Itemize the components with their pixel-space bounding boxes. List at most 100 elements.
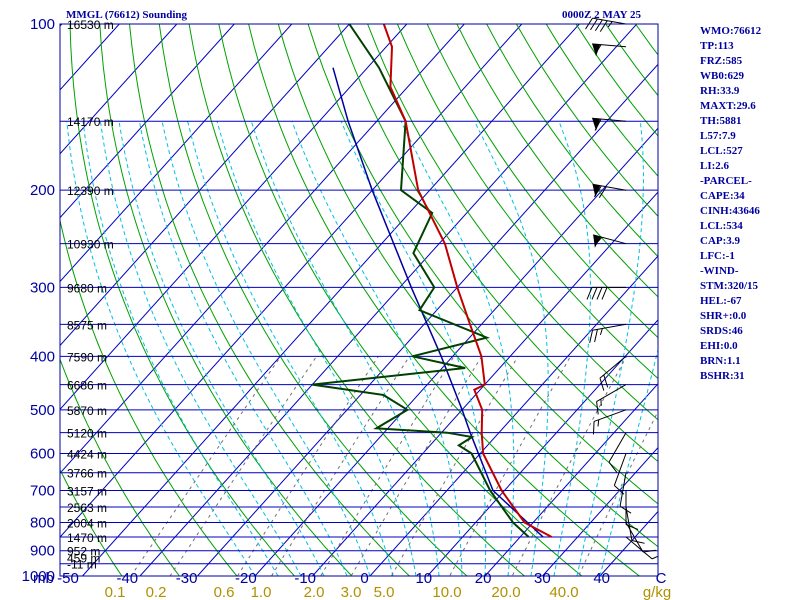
temp-tick-label: 30 <box>534 570 551 587</box>
pressure-tick-label: 200 <box>30 182 55 199</box>
pressure-tick-label: 100 <box>30 16 55 33</box>
isotherm-line <box>254 127 658 576</box>
wind-barb-full <box>603 374 609 388</box>
isobars <box>60 23 658 577</box>
dry-adiabat-line <box>60 357 181 576</box>
moist-adiabat-line <box>99 121 302 576</box>
wind-barb-full <box>599 378 605 391</box>
dry-adiabat-line <box>367 24 658 421</box>
height-label: 7590 m <box>67 350 107 364</box>
dry-adiabat-line <box>426 24 658 339</box>
temp-tick-label: 40 <box>593 570 610 587</box>
parcel-trace <box>332 67 544 538</box>
isotherm-line <box>542 446 658 576</box>
mixing-ratio-line <box>578 410 658 576</box>
height-label: 1470 m <box>67 531 107 545</box>
index-item: BSHR:31 <box>700 370 745 382</box>
index-item: CAP:3.9 <box>700 235 741 247</box>
pressure-tick-label: 800 <box>30 515 55 532</box>
isotherm-line <box>484 383 658 576</box>
moist-adiabat-line <box>599 348 658 576</box>
temp-tick-label: 20 <box>475 570 492 587</box>
dry-adiabat-line <box>486 24 658 258</box>
isotherm-line <box>60 24 465 474</box>
plot-frame <box>59 23 659 577</box>
index-item: TP:113 <box>700 40 734 52</box>
dry-adiabat-line <box>60 468 123 576</box>
wind-barb <box>592 183 627 198</box>
wind-barb <box>625 522 656 553</box>
height-label: 12390 m <box>67 184 114 198</box>
wind-barb-half <box>651 555 659 560</box>
moist-adiabat-line <box>216 121 417 576</box>
pressure-tick-label: 500 <box>30 402 55 419</box>
index-item: SHR+:0.0 <box>700 310 747 322</box>
wind-barb-full <box>596 287 603 300</box>
wind-barb-half <box>600 399 602 406</box>
pressure-unit-label: mb <box>33 570 54 587</box>
height-label: 16530 m <box>67 18 114 32</box>
mixing-ratio-label: 3.0 <box>341 584 362 600</box>
moist-adiabat-line <box>161 121 371 576</box>
height-label: 2004 m <box>67 517 107 531</box>
mixing-ratio-line <box>130 356 282 576</box>
index-item: CAPE:34 <box>700 190 745 202</box>
height-label: 5120 m <box>67 427 107 441</box>
index-item: LCL:527 <box>700 145 743 157</box>
dry-adiabat-line <box>396 24 658 380</box>
wind-barb-staff <box>596 384 627 403</box>
isotherm-line <box>82 24 580 576</box>
wind-barb-staff <box>593 409 627 422</box>
temp-tick-label: -30 <box>176 570 198 587</box>
wind-barb <box>592 409 627 435</box>
pressure-tick-label: 900 <box>30 543 55 560</box>
mixing-ratio-label: 5.0 <box>374 584 395 600</box>
dry-adiabat-line <box>248 24 641 576</box>
index-item: HEL:-67 <box>700 295 742 307</box>
wind-barb-pennant <box>592 118 601 131</box>
temp-tick-label: C <box>656 570 667 587</box>
isotherm-line <box>60 24 178 155</box>
height-label: 4424 m <box>67 448 107 462</box>
wind-barbs <box>585 17 659 560</box>
isotherm-line <box>312 191 658 576</box>
wind-barb-staff <box>625 506 633 541</box>
index-item: L57:7.9 <box>700 130 736 142</box>
wind-barb-full <box>594 118 602 131</box>
sounding-title: MMGL (76612) Sounding <box>66 9 188 21</box>
wind-barb-half <box>599 328 603 336</box>
wind-barb <box>599 355 627 391</box>
wind-barb-full <box>642 549 656 553</box>
moist-adiabat-line <box>576 121 645 576</box>
wind-barb <box>592 43 627 57</box>
wind-barb-staff <box>599 355 627 379</box>
temperature-trace <box>382 24 553 538</box>
wind-barb-full <box>598 186 607 198</box>
moist-adiabat-line <box>118 121 325 576</box>
moist-adiabat-line <box>291 121 463 576</box>
mixing-ratio-label: 0.6 <box>214 584 235 600</box>
wind-barb-full <box>589 330 594 343</box>
moist-adiabat-line <box>82 121 279 576</box>
wind-barb-half <box>597 419 600 427</box>
isotherm-line <box>60 24 408 411</box>
wind-barb-full <box>591 287 598 300</box>
temp-tick-label: 0 <box>360 570 368 587</box>
isotherm-line <box>60 24 350 347</box>
index-item: RH:33.9 <box>700 85 740 97</box>
wind-barb-staff <box>592 43 627 48</box>
wind-barb-full <box>596 401 599 415</box>
wind-barb-pennant <box>592 184 601 197</box>
wind-barb-staff <box>592 17 627 25</box>
wind-barb <box>625 506 645 544</box>
moist-adiabat-line <box>138 121 348 576</box>
temp-tick-label: 10 <box>415 570 432 587</box>
wind-barb-staff <box>625 536 653 560</box>
dry-adiabat-line <box>158 24 468 576</box>
wind-barb-staff <box>625 522 644 553</box>
pressure-tick-label: 600 <box>30 446 55 463</box>
height-label: 2563 m <box>67 501 107 515</box>
height-label: 3766 m <box>67 467 107 481</box>
sounding-datetime: 0000Z 2 MAY 25 <box>562 9 641 21</box>
